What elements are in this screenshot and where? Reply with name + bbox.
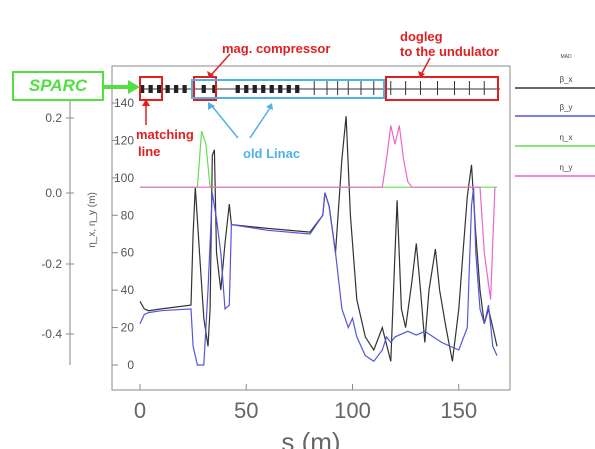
x-tick-label: 100 [334, 398, 371, 423]
beta-tick-label: 100 [114, 171, 134, 185]
x-tick-label: 150 [440, 398, 477, 423]
linac-arrow-left-head [208, 102, 215, 110]
plot-frame [111, 65, 511, 391]
sparc-label: SPARC [12, 71, 104, 101]
beamline-element [286, 85, 291, 93]
series-lines [139, 116, 498, 366]
legend-entry: η_y [560, 163, 573, 172]
compressor-arrow-head [207, 71, 214, 78]
dogleg-label-line2: to the undulator [400, 44, 499, 59]
eta-axis-label: η_x, η_y (m) [87, 192, 98, 248]
linac-box [191, 79, 385, 99]
dogleg-label-line1: dogleg [400, 29, 443, 44]
beta-tick-label: 60 [121, 246, 135, 260]
linac-arrow-right [249, 107, 271, 139]
matching-line-label-line2: line [138, 144, 161, 159]
beamline-element [235, 85, 240, 93]
beamline-element [140, 85, 145, 93]
matching-line-label-line1: matching [136, 127, 194, 142]
matching-arrow-head [142, 99, 150, 106]
sparc-arrow-head [128, 80, 140, 94]
dogleg-arrow-head [418, 71, 425, 78]
beamline-element [201, 85, 206, 93]
legend-header: MAD [560, 54, 572, 60]
dogleg-box [385, 76, 499, 101]
eta-tick-label: -0.4 [41, 327, 62, 341]
beamline-element [212, 85, 217, 93]
linac-arrow-left [211, 105, 239, 139]
linac-arrow-right-head [266, 103, 273, 110]
beamline-element [244, 85, 249, 93]
compressor-arrow [211, 53, 231, 75]
old-linac-label: old Linac [243, 146, 301, 161]
beamline-layout [140, 81, 500, 95]
beta-tick-label: 20 [121, 321, 135, 335]
legend-entry: β_x [559, 75, 572, 84]
mag-compressor-label: mag. compressor [222, 41, 331, 56]
series-line [140, 125, 496, 300]
beamline-element [165, 85, 170, 93]
beamline-element [261, 85, 266, 93]
x-tick-label: 50 [234, 398, 258, 423]
beamline-element [269, 85, 274, 93]
eta-tick-label: 0.2 [45, 111, 62, 125]
beta-tick-label: 80 [121, 208, 135, 222]
beamline-element [252, 85, 257, 93]
beta-tick-label: 40 [121, 283, 135, 297]
beta-y-axis-ticks: 140 120 100 80 60 40 20 0 [112, 96, 134, 372]
sparc-box [139, 76, 163, 101]
series-line [139, 116, 498, 362]
eta-tick-label: -0.2 [41, 257, 62, 271]
series-line [139, 187, 498, 366]
x-tick-label: 0 [134, 398, 146, 423]
legend: MAD β_x β_y η_x η_y [515, 54, 595, 177]
beamline-element [174, 85, 179, 93]
beta-tick-label: 0 [127, 358, 134, 372]
eta-y-axis-ticks: 0.2 0.0 -0.2 -0.4 [41, 111, 74, 341]
legend-entry: β_y [559, 103, 572, 112]
x-axis-label: s (m) [281, 427, 340, 449]
beamline-element [278, 85, 283, 93]
dogleg-arrow [421, 57, 431, 74]
eta-tick-label: 0.0 [45, 186, 62, 200]
beamline-element [157, 85, 162, 93]
compressor-box [193, 76, 217, 101]
x-axis-ticks: 0 50 100 150 [134, 384, 477, 423]
beamline-element [295, 85, 300, 93]
beamline-element [182, 85, 187, 93]
legend-entry: η_x [560, 133, 573, 142]
beta-tick-label: 120 [114, 133, 134, 147]
beamline-element [148, 85, 153, 93]
beta-tick-label: 140 [114, 96, 134, 110]
